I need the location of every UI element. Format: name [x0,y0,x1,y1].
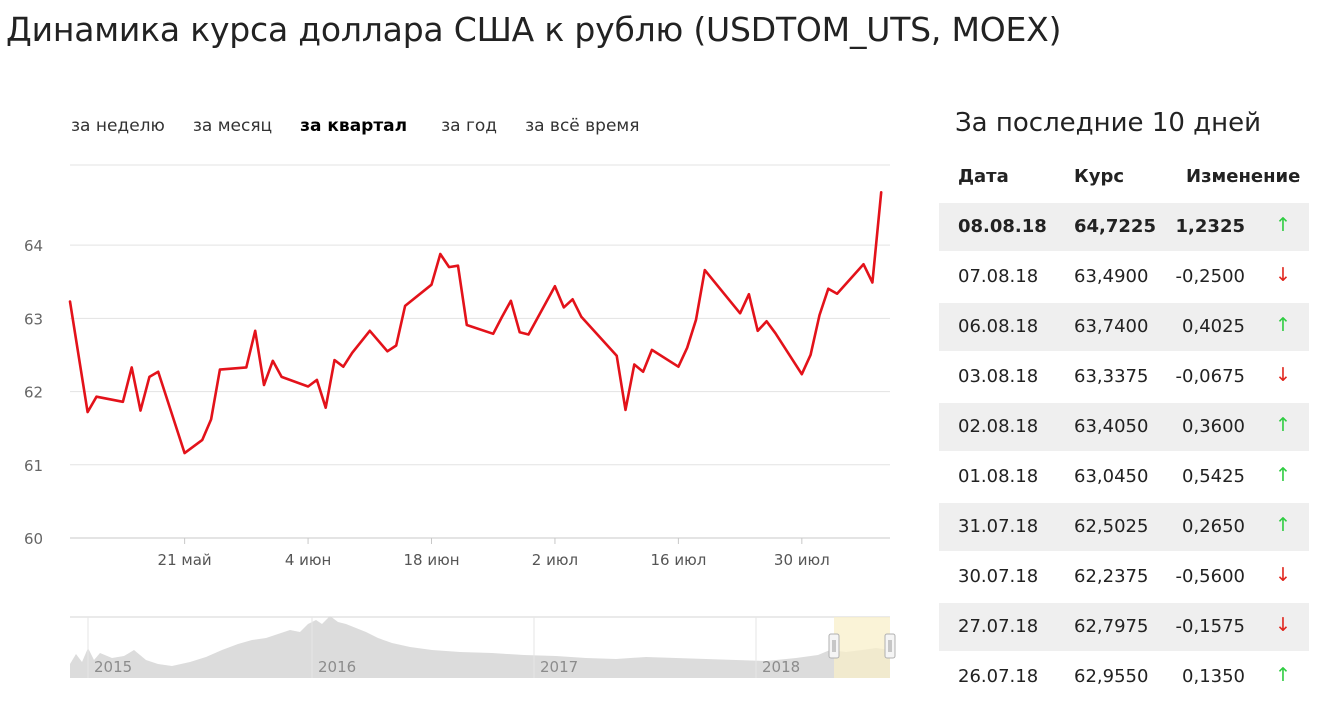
header-change: Изменение [1186,166,1301,187]
tab-all-time[interactable]: за всё время [525,116,640,136]
arrow-down-icon: ↓ [1275,264,1291,286]
table-row: 26.07.18 62,9550 0,1350 ↑ [939,653,1309,701]
table-row: 27.07.18 62,7975 -0,1575 ↓ [939,603,1309,651]
arrow-down-icon: ↓ [1275,614,1291,636]
row-date: 02.08.18 [958,416,1039,437]
arrow-down-icon: ↓ [1275,564,1291,586]
table-row: 01.08.18 63,0450 0,5425 ↑ [939,453,1309,501]
table-row: 08.08.18 64,7225 1,2325 ↑ [939,203,1309,251]
x-tick-label: 18 июн [403,551,459,569]
table-row: 07.08.18 63,4900 -0,2500 ↓ [939,253,1309,301]
table-row: 02.08.18 63,4050 0,3600 ↑ [939,403,1309,451]
y-tick-label: 64 [24,237,43,255]
y-tick-label: 60 [24,530,43,548]
row-change: 0,5425 [1182,466,1245,487]
exchange-rate-chart: 60 61 62 63 64 21 май 4 июн 18 июн 2 июл 16 июл 30… [24,164,896,678]
row-change: 0,4025 [1182,316,1245,337]
tab-week[interactable]: за неделю [71,116,165,136]
row-rate: 63,4900 [1074,266,1149,287]
header-rate: Курс [1074,166,1125,187]
y-tick-label: 63 [24,310,43,328]
row-change: -0,2500 [1175,266,1245,287]
x-tick-label: 16 июл [650,551,706,569]
row-rate: 62,7975 [1074,616,1149,637]
rate-line [68,191,883,455]
arrow-up-icon: ↑ [1275,414,1291,436]
row-rate: 62,5025 [1074,516,1149,537]
row-date: 27.07.18 [958,616,1039,637]
row-date: 06.08.18 [958,316,1039,337]
table-row: 06.08.18 63,7400 0,4025 ↑ [939,303,1309,351]
row-rate: 64,7225 [1074,216,1156,237]
row-date: 26.07.18 [958,666,1039,687]
y-tick-label: 62 [24,384,43,402]
table-row: 03.08.18 63,3375 -0,0675 ↓ [939,353,1309,401]
row-rate: 63,0450 [1074,466,1149,487]
period-tabs: за неделю за месяц за квартал за год за … [71,116,667,136]
table-row: 30.07.18 62,2375 -0,5600 ↓ [939,553,1309,601]
arrow-up-icon: ↑ [1275,214,1291,236]
y-tick-label: 61 [24,457,43,475]
navigator-year-label: 2016 [318,658,356,676]
row-change: -0,1575 [1175,616,1245,637]
navigator-year-label: 2015 [94,658,132,676]
tab-quarter[interactable]: за квартал [300,116,408,136]
x-tick-label: 4 июн [285,551,332,569]
arrow-up-icon: ↑ [1275,514,1291,536]
navigator-handle-left[interactable] [828,633,840,659]
navigator-window [834,617,890,678]
table-header: Дата Курс Изменение [939,166,1311,192]
arrow-up-icon: ↑ [1275,664,1291,686]
x-tick-label: 2 июл [532,551,578,569]
row-date: 07.08.18 [958,266,1039,287]
row-date: 31.07.18 [958,516,1039,537]
row-date: 08.08.18 [958,216,1047,237]
header-date: Дата [958,166,1009,187]
x-tick-label: 30 июл [774,551,830,569]
row-rate: 63,3375 [1074,366,1149,387]
row-rate: 62,2375 [1074,566,1149,587]
row-date: 01.08.18 [958,466,1039,487]
table-row: 31.07.18 62,5025 0,2650 ↑ [939,503,1309,551]
chart-area: 60 61 62 63 64 21 май 4 июн 18 июн 2 июл 16 июл 30… [0,150,900,690]
row-change: 0,1350 [1182,666,1245,687]
row-rate: 63,4050 [1074,416,1149,437]
row-date: 30.07.18 [958,566,1039,587]
navigator-year-label: 2017 [540,658,578,676]
arrow-up-icon: ↑ [1275,464,1291,486]
row-change: 1,2325 [1175,216,1245,237]
arrow-down-icon: ↓ [1275,364,1291,386]
x-tick-label: 21 май [158,551,212,569]
row-rate: 63,7400 [1074,316,1149,337]
rates-table: 08.08.18 64,7225 1,2325 ↑ 07.08.18 63,4900 -0,… [939,203,1309,703]
tab-month[interactable]: за месяц [192,116,273,136]
row-change: 0,3600 [1182,416,1245,437]
arrow-up-icon: ↑ [1275,314,1291,336]
navigator-year-label: 2018 [762,658,800,676]
page-title: Динамика курса доллара США к рублю (USDT… [6,10,1062,49]
tab-year[interactable]: за год [441,116,498,136]
navigator-history-area [70,616,890,678]
row-change: -0,5600 [1175,566,1245,587]
navigator-handle-right[interactable] [884,633,896,659]
side-title: За последние 10 дней [955,108,1262,138]
row-change: 0,2650 [1182,516,1245,537]
row-change: -0,0675 [1175,366,1245,387]
row-date: 03.08.18 [958,366,1039,387]
row-rate: 62,9550 [1074,666,1149,687]
